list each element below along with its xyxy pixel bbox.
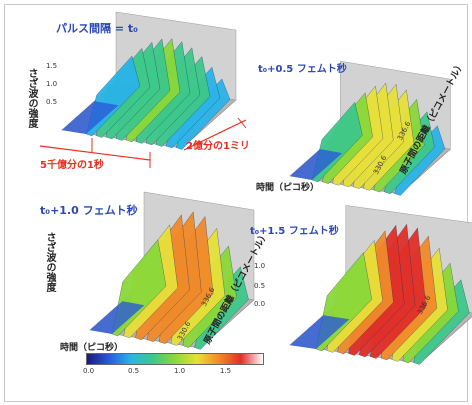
distance-scale-arrow bbox=[183, 119, 247, 151]
panel-1-z-label: さざ波の強度 bbox=[26, 68, 37, 128]
distance-scale-tick bbox=[237, 117, 247, 129]
panel-1-title: パルス間隔 = t₀ bbox=[56, 22, 138, 35]
panel-4-title: t₀+1.5 フェムト秒 bbox=[250, 226, 339, 237]
panel-1-front-strip bbox=[62, 101, 119, 134]
time-scale-arrow bbox=[39, 145, 151, 161]
panel-1-z-tick-05: 0.5 bbox=[46, 98, 58, 106]
panel-2-title: t₀+0.5 フェムト秒 bbox=[258, 64, 347, 75]
time-scale-annotation: 5千億分の1秒 bbox=[40, 160, 104, 171]
panel-1-z-tick-10: 1.0 bbox=[46, 80, 58, 88]
panel-2-time-label: 時間（ピコ秒） bbox=[256, 183, 320, 193]
colorbar-tick-2: 1.0 bbox=[174, 367, 186, 375]
colorbar-tick-3: 1.5 bbox=[220, 367, 232, 375]
panel-3-title: t₀+1.0 フェムト秒 bbox=[40, 204, 138, 217]
panel-3-time-label: 時間（ピコ秒） bbox=[60, 343, 124, 353]
panel-1-z-tick-15: 1.5 bbox=[46, 62, 58, 70]
colorbar-tick-0: 0.0 bbox=[83, 367, 95, 375]
colorbar bbox=[86, 353, 264, 365]
panel-4-z-tick-05: 0.5 bbox=[254, 282, 266, 290]
distance-scale-annotation: 2億分の1ミリ bbox=[186, 141, 250, 152]
panel-4-front-strip bbox=[290, 315, 350, 349]
panel-2-front-strip bbox=[290, 149, 343, 180]
panel-4-z-tick-00: 0.0 bbox=[254, 300, 266, 308]
panel-3-front-strip bbox=[90, 301, 145, 334]
colorbar-tick-1: 0.5 bbox=[128, 367, 140, 375]
panel-4-z-tick-10: 1.0 bbox=[254, 262, 266, 270]
panel-3-z-label: さざ波の強度 bbox=[44, 232, 55, 292]
